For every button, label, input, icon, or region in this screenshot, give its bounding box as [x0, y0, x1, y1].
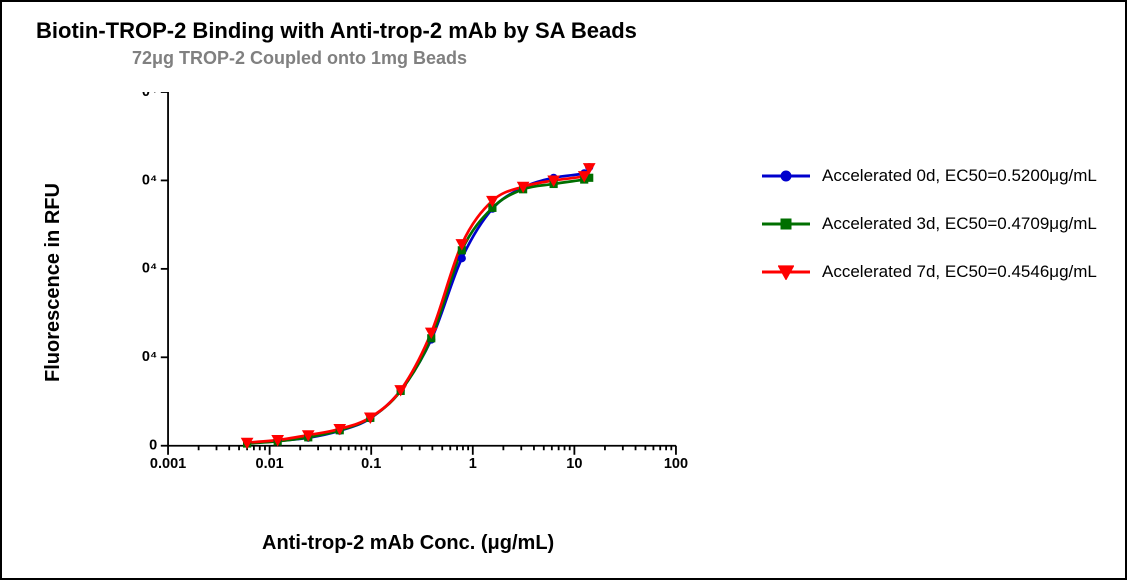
plot-area: 0 1×10⁴ 2×10⁴ 3×10⁴ 4×10⁴ 0.001 0.01 0.1 1 10 100 [142, 92, 702, 482]
svg-text:2×10⁴: 2×10⁴ [142, 261, 157, 277]
legend-swatch-0 [762, 166, 810, 186]
legend-row-0: Accelerated 0d, EC50=0.5200μg/mL [762, 152, 1097, 200]
series-line-0 [247, 167, 589, 443]
legend-swatch-1 [762, 214, 810, 234]
svg-text:0: 0 [149, 438, 157, 454]
triangle-down-icon [778, 264, 794, 280]
legend-label-0: Accelerated 0d, EC50=0.5200μg/mL [822, 166, 1097, 186]
svg-text:0.01: 0.01 [256, 456, 284, 472]
svg-text:3×10⁴: 3×10⁴ [142, 172, 157, 188]
svg-text:10: 10 [566, 456, 582, 472]
x-axis-label: Anti-trop-2 mAb Conc. (μg/mL) [262, 532, 554, 555]
chart-title: Biotin-TROP-2 Binding with Anti-trop-2 m… [36, 18, 637, 44]
legend-swatch-2 [762, 262, 810, 282]
series-line-2 [247, 168, 589, 443]
legend-row-2: Accelerated 7d, EC50=0.4546μg/mL [762, 248, 1097, 296]
legend-label-2: Accelerated 7d, EC50=0.4546μg/mL [822, 262, 1097, 282]
chart-subtitle: 72μg TROP-2 Coupled onto 1mg Beads [132, 48, 467, 69]
legend: Accelerated 0d, EC50=0.5200μg/mL Accelera… [762, 152, 1097, 296]
svg-text:1×10⁴: 1×10⁴ [142, 349, 157, 365]
square-icon [778, 216, 794, 232]
legend-row-1: Accelerated 3d, EC50=0.4709μg/mL [762, 200, 1097, 248]
y-axis-label: Fluorescence in RFU [42, 183, 65, 382]
svg-text:1: 1 [469, 456, 477, 472]
svg-text:100: 100 [664, 456, 688, 472]
svg-text:4×10⁴: 4×10⁴ [142, 92, 157, 100]
legend-label-1: Accelerated 3d, EC50=0.4709μg/mL [822, 214, 1097, 234]
svg-text:0.1: 0.1 [361, 456, 381, 472]
series-line-1 [247, 178, 589, 444]
circle-icon [778, 168, 794, 184]
chart-frame: Biotin-TROP-2 Binding with Anti-trop-2 m… [0, 0, 1127, 580]
svg-text:0.001: 0.001 [150, 456, 186, 472]
